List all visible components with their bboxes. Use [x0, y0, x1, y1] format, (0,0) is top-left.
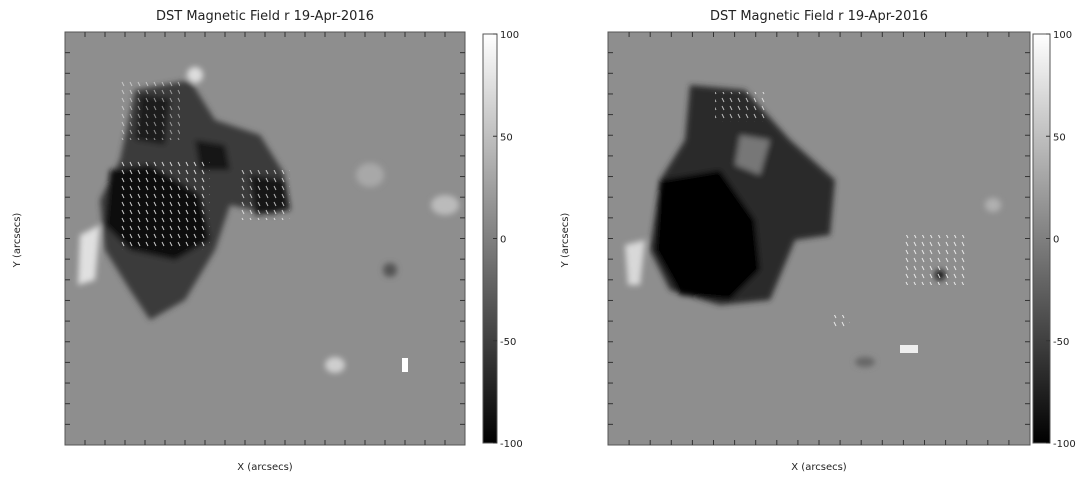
y-axis-label: Y (arcsecs) — [12, 213, 23, 269]
x-axis-label: X (arcsecs) — [791, 462, 847, 473]
figure: DST Magnetic Field r 19-Apr-2016 X (arcse… — [0, 0, 1091, 484]
colorbar-tick-label: 50 — [500, 132, 513, 143]
colorbar-tick-label: 0 — [500, 235, 506, 246]
colorbar-tick-label: 100 — [500, 30, 519, 41]
magnetogram-right — [608, 32, 1030, 445]
colorbar-tick-label: -50 — [1053, 337, 1069, 348]
y-axis-label: Y (arcsecs) — [560, 213, 571, 269]
colorbar-tick-label: 100 — [1053, 30, 1072, 41]
colorbar-tick-label: -100 — [1053, 439, 1076, 450]
chart-title: DST Magnetic Field r 19-Apr-2016 — [710, 9, 928, 24]
colorbar-tick-label: 50 — [1053, 132, 1066, 143]
magnetogram-left — [65, 32, 465, 445]
chart-title: DST Magnetic Field r 19-Apr-2016 — [156, 9, 374, 24]
colorbar-tick-label: 0 — [1053, 235, 1059, 246]
colorbar-tick-label: -50 — [500, 337, 516, 348]
colorbar-tick-label: -100 — [500, 439, 523, 450]
x-axis-label: X (arcsecs) — [237, 462, 293, 473]
